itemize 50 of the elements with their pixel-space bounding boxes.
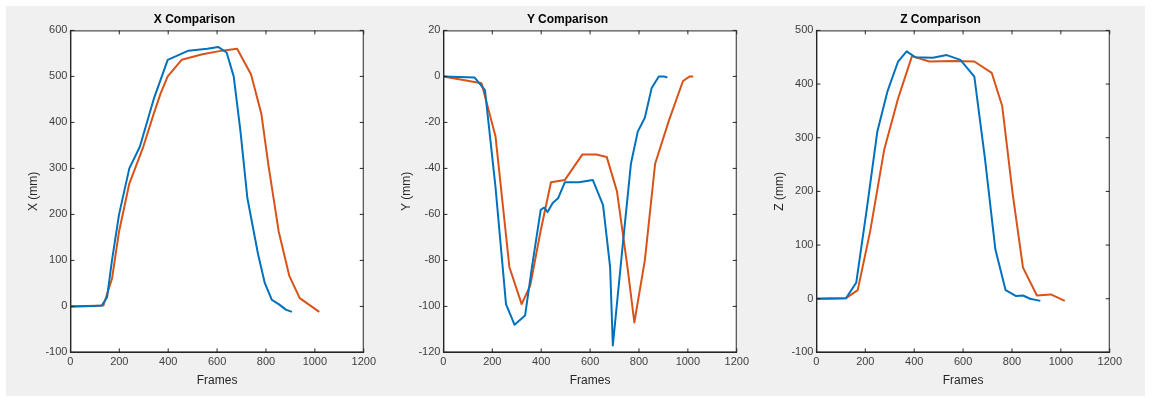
x-tick-label: 1000	[1048, 355, 1074, 368]
chart-title: Z Comparison	[900, 11, 981, 26]
y-tick-label: 600	[49, 23, 68, 36]
y-tick-label: 200	[49, 207, 68, 220]
chart-title: Y Comparison	[526, 11, 609, 26]
y-tick-label: -80	[424, 253, 441, 266]
x-tick-label: 800	[1002, 355, 1022, 368]
x-tick-label: 400	[905, 355, 924, 368]
y-tick-label: -120	[418, 345, 441, 358]
x-axis-title: Frames	[196, 373, 238, 388]
y-tick-label: 100	[49, 253, 68, 266]
x-tick-label: 600	[580, 355, 600, 368]
x-tick-label: 800	[629, 355, 649, 368]
y-tick-label: 0	[807, 291, 814, 304]
y-tick-label: -100	[791, 345, 814, 358]
y-tick-label: -60	[424, 207, 441, 220]
y-tick-label: 0	[434, 69, 441, 82]
y-tick-label: -40	[424, 161, 441, 174]
x-tick-label: 1000	[675, 355, 701, 368]
y-tick-label: 300	[795, 130, 814, 143]
y-tick-label: -100	[418, 299, 441, 312]
y-tick-label: 500	[795, 23, 814, 36]
x-tick-label: 1200	[1097, 355, 1123, 368]
x-tick-label: 400	[159, 355, 178, 368]
x-tick-label: 1000	[302, 355, 328, 368]
x-tick-label: 1200	[351, 355, 377, 368]
x-tick-label: 800	[256, 355, 276, 368]
y-tick-label: 200	[795, 184, 814, 197]
y-axis-title: Y (mm)	[398, 171, 413, 211]
x-tick-label: 200	[110, 355, 129, 368]
y-tick-label: 300	[49, 161, 68, 174]
x-tick-label: 600	[207, 355, 227, 368]
y-tick-label: 100	[795, 238, 814, 251]
y-tick-label: 0	[61, 299, 68, 312]
y-tick-label: 500	[49, 69, 68, 82]
x-tick-label: 200	[483, 355, 502, 368]
y-axis-title: Z (mm)	[771, 172, 786, 211]
x-tick-label: 200	[856, 355, 875, 368]
x-axis-title: Frames	[569, 373, 611, 388]
x-tick-label: 400	[532, 355, 551, 368]
y-axis-title: X (mm)	[25, 171, 40, 212]
x-tick-label: 600	[953, 355, 973, 368]
y-tick-label: 400	[49, 115, 68, 128]
x-tick-label: 1200	[724, 355, 750, 368]
y-tick-label: -100	[45, 345, 68, 358]
chart-title: X Comparison	[153, 11, 236, 26]
x-axis-title: Frames	[942, 373, 984, 388]
y-tick-label: 20	[428, 23, 441, 36]
y-tick-label: -20	[424, 115, 441, 128]
y-tick-label: 400	[795, 77, 814, 90]
